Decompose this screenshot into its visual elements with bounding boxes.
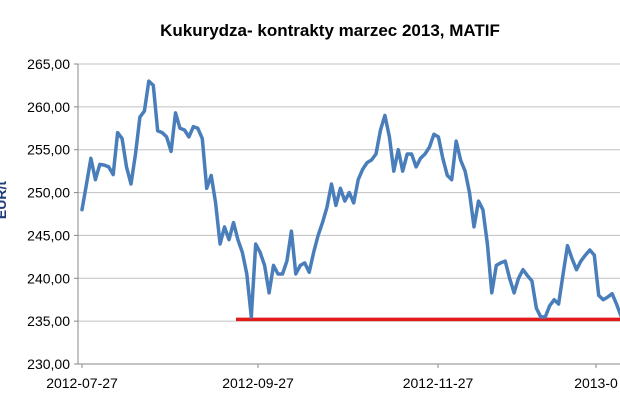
chart-title: Kukurydza- kontrakty marzec 2013, MATIF (160, 21, 500, 40)
x-tick-label: 2012-11-27 (403, 375, 474, 391)
y-tick-label: 235,00 (27, 313, 70, 329)
y-tick-label: 265,00 (27, 56, 70, 72)
x-tick-label: 2012-07-27 (46, 375, 118, 391)
price-series-line (80, 79, 620, 319)
x-axis-ticks: 2012-07-27 2012-09-27 2012-11-27 2013-0 (46, 364, 618, 391)
y-tick-label: 255,00 (27, 142, 70, 158)
y-tick-label: 260,00 (27, 99, 70, 115)
y-tick-label: 240,00 (27, 270, 70, 286)
y-axis-ticks: 230,00 235,00 240,00 245,00 250,00 255,00 260,… (27, 56, 78, 372)
series-group (80, 79, 620, 319)
y-tick-label: 250,00 (27, 185, 70, 201)
y-tick-label: 230,00 (27, 356, 70, 372)
y-tick-label: 245,00 (27, 227, 70, 243)
x-tick-label: 2012-09-27 (222, 375, 294, 391)
x-tick-label: 2013-0 (574, 375, 618, 391)
y-axis-label: EUR/t (0, 181, 9, 219)
gridlines (78, 63, 620, 322)
